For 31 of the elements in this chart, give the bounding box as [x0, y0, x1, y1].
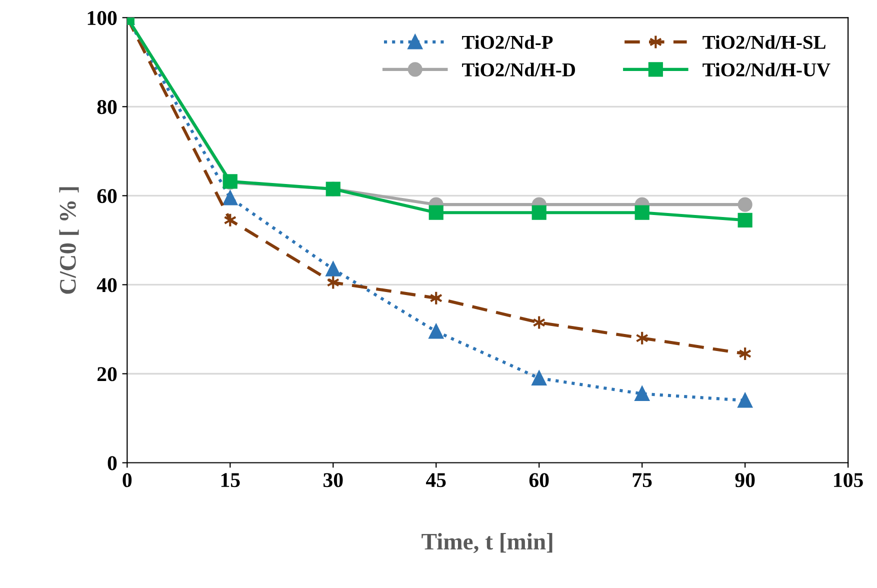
y-tick-label: 0	[108, 456, 117, 470]
point	[738, 393, 752, 408]
x-tick-label: 0	[122, 473, 132, 488]
x-tick-label: 15	[221, 473, 240, 488]
x-tick-label: 45	[426, 473, 446, 488]
point	[532, 370, 546, 386]
legend-label: TiO2/Nd-P	[462, 35, 553, 49]
legend-label: TiO2/Nd/H-UV	[702, 62, 830, 77]
point	[428, 324, 444, 339]
y-axis-title: C/C0 [ % ]	[59, 187, 79, 294]
y-tick-label: 100	[88, 11, 117, 26]
y-tick-label: 80	[97, 100, 117, 114]
legend-label: TiO2/Nd/H-SL	[702, 35, 826, 49]
point	[428, 205, 444, 220]
y-tick-label: 20	[97, 367, 117, 382]
point	[738, 212, 752, 228]
point	[532, 205, 546, 220]
point	[738, 197, 752, 212]
x-tick-label: 30	[324, 473, 343, 488]
point	[222, 190, 238, 206]
point	[634, 386, 650, 402]
y-tick-label: 60	[97, 189, 117, 204]
y-tick-label: 40	[96, 278, 117, 292]
point	[326, 262, 340, 276]
x-tick-label: 75	[632, 473, 652, 488]
legend-label: TiO2/Nd/H-D	[462, 62, 575, 76]
point	[634, 205, 650, 220]
x-tick-label: 105	[834, 473, 863, 488]
x-axis-title: Time, t [min]	[422, 533, 552, 554]
x-tick-label: 90	[735, 473, 755, 488]
x-tick-label: 60	[529, 473, 549, 488]
